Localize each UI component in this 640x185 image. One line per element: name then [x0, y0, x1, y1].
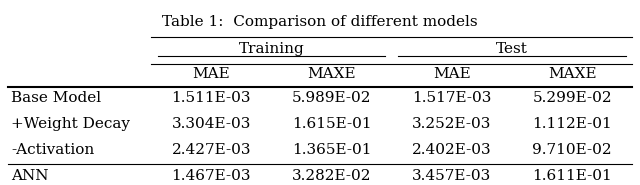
Text: Training: Training: [239, 41, 304, 55]
Text: 1.112E-01: 1.112E-01: [532, 117, 612, 131]
Text: 2.402E-03: 2.402E-03: [412, 143, 492, 157]
Text: 5.299E-02: 5.299E-02: [532, 91, 612, 105]
Text: 1.517E-03: 1.517E-03: [412, 91, 492, 105]
Text: 1.467E-03: 1.467E-03: [172, 169, 251, 183]
Text: 1.615E-01: 1.615E-01: [292, 117, 371, 131]
Text: 3.457E-03: 3.457E-03: [412, 169, 492, 183]
Text: 3.252E-03: 3.252E-03: [412, 117, 492, 131]
Text: 9.710E-02: 9.710E-02: [532, 143, 612, 157]
Text: MAE: MAE: [433, 67, 470, 81]
Text: 3.282E-02: 3.282E-02: [292, 169, 371, 183]
Text: 3.304E-03: 3.304E-03: [172, 117, 251, 131]
Text: MAE: MAE: [193, 67, 230, 81]
Text: 2.427E-03: 2.427E-03: [172, 143, 251, 157]
Text: Table 1:  Comparison of different models: Table 1: Comparison of different models: [162, 15, 478, 29]
Text: Test: Test: [496, 41, 528, 55]
Text: 5.989E-02: 5.989E-02: [292, 91, 371, 105]
Text: 1.611E-01: 1.611E-01: [532, 169, 612, 183]
Text: -Activation: -Activation: [11, 143, 94, 157]
Text: 1.365E-01: 1.365E-01: [292, 143, 371, 157]
Text: 1.511E-03: 1.511E-03: [172, 91, 251, 105]
Text: +Weight Decay: +Weight Decay: [11, 117, 130, 131]
Text: Base Model: Base Model: [11, 91, 101, 105]
Text: MAXE: MAXE: [548, 67, 596, 81]
Text: ANN: ANN: [11, 169, 49, 183]
Text: MAXE: MAXE: [307, 67, 356, 81]
